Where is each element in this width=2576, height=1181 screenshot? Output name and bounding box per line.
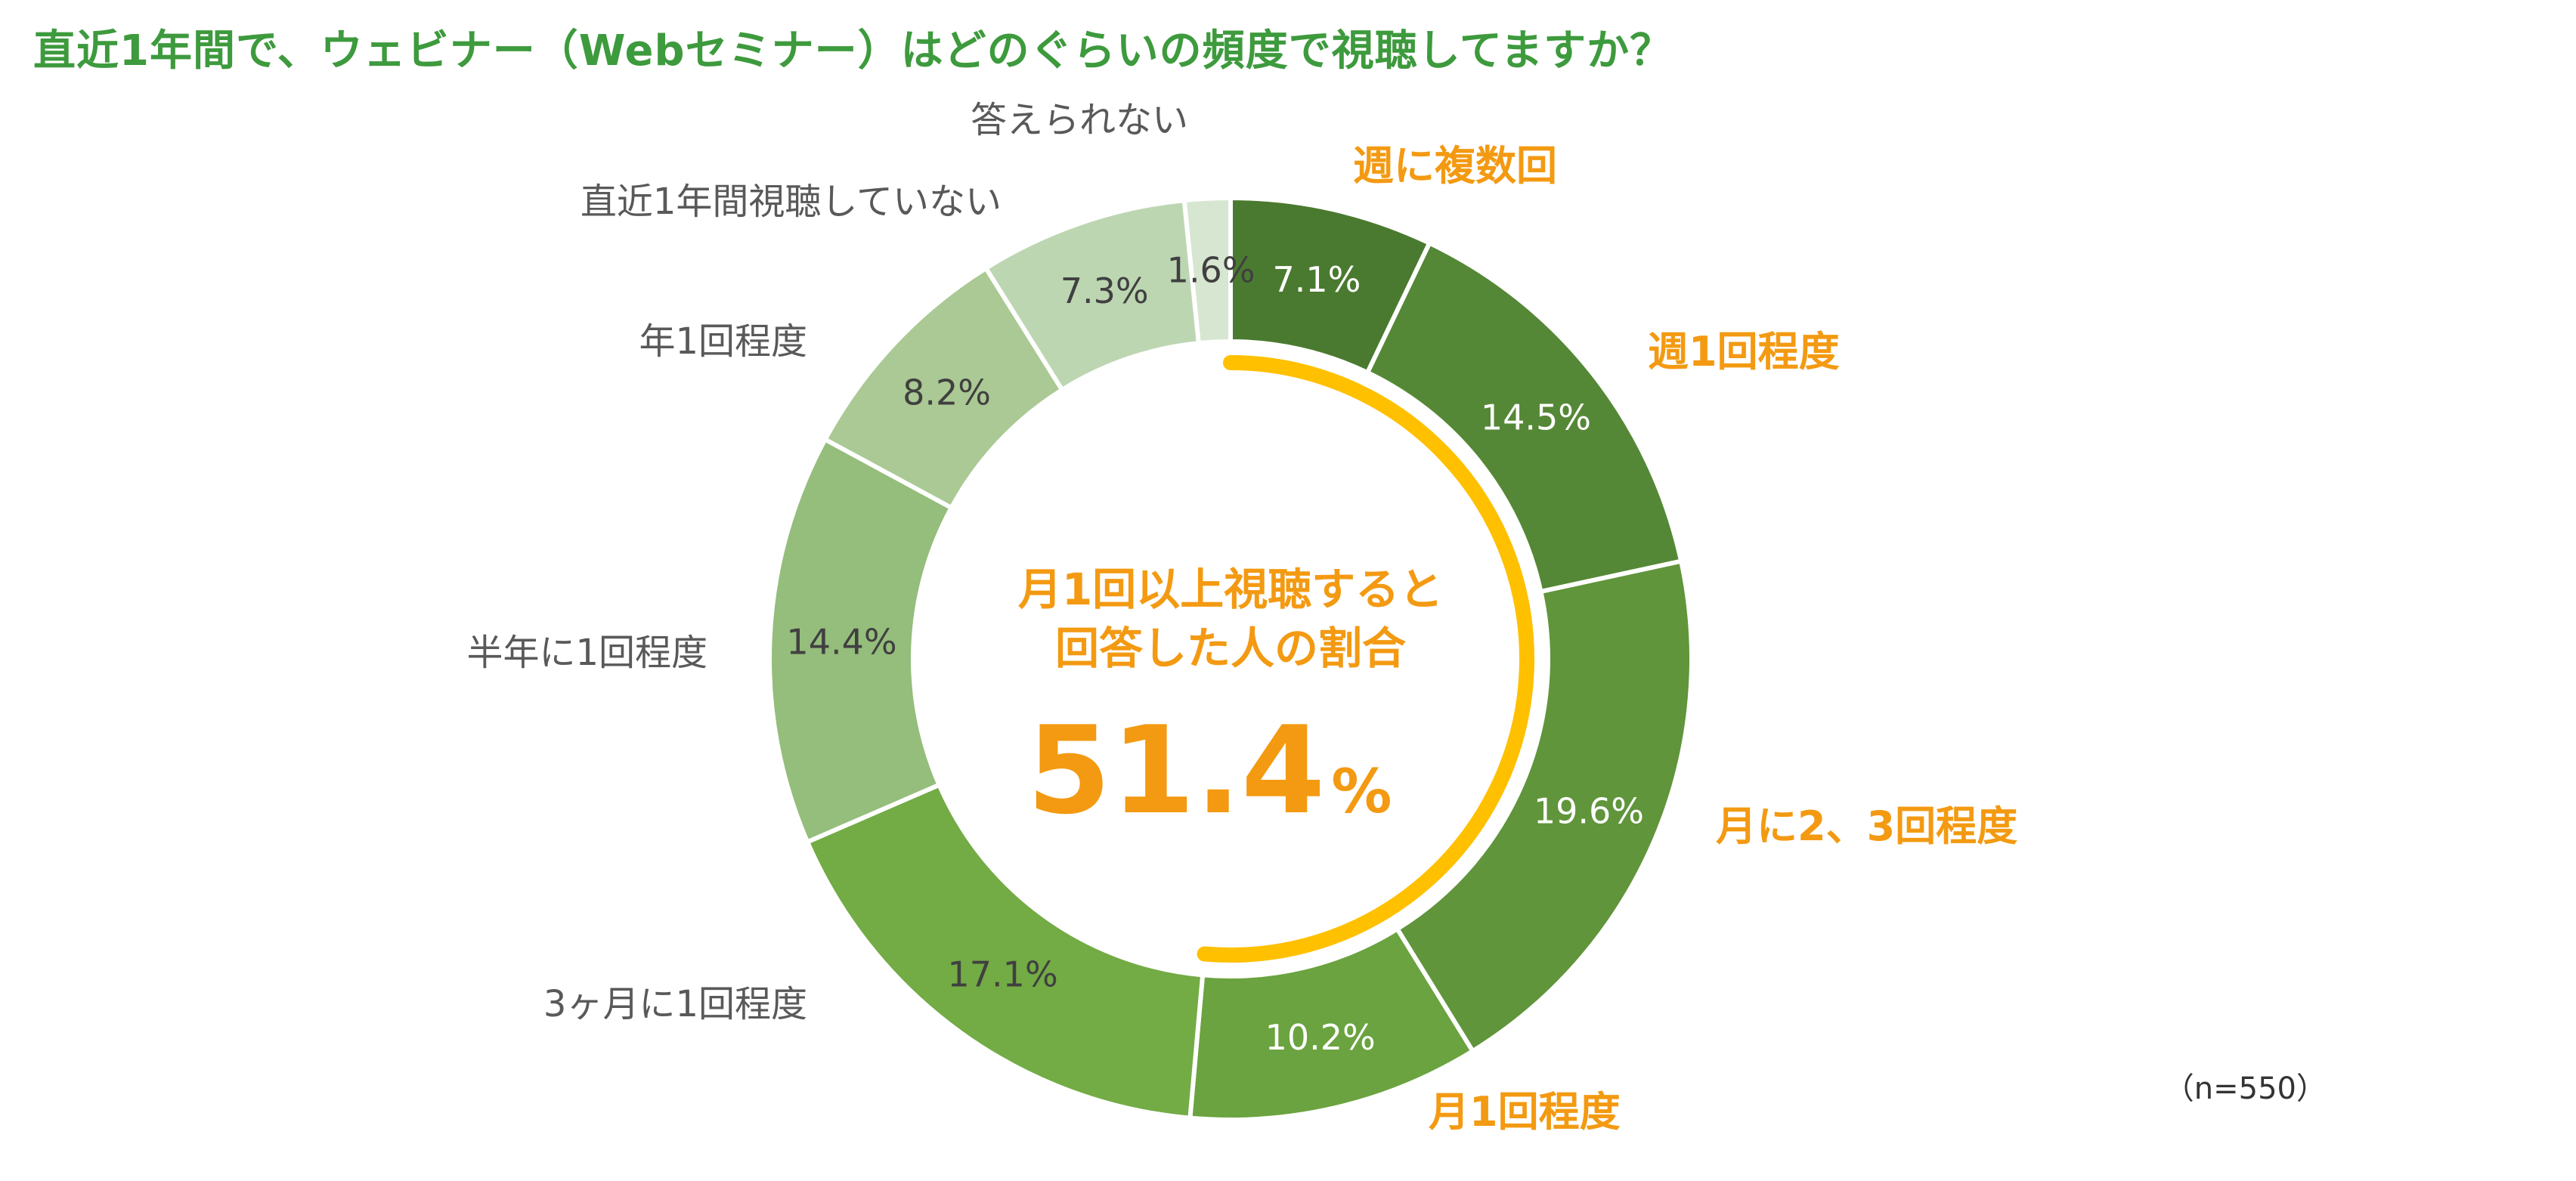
value-label-1: 14.5% [1481,397,1591,438]
center-percentage: 51.4% [1027,700,1392,841]
center-unit: % [1331,756,1392,827]
sample-size: （n=550） [2163,1071,2327,1106]
category-label-0: 週に複数回 [1353,142,1557,190]
value-label-3: 10.2% [1265,1017,1376,1058]
donut-slices [767,195,1694,1122]
category-label-5: 半年に1回程度 [466,632,707,674]
center-text: 月1回以上視聴すると 回答した人の割合 51.4% [1018,564,1443,841]
center-line-2: 回答した人の割合 [1055,623,1406,674]
category-label-1: 週1回程度 [1648,328,1840,376]
value-label-6: 8.2% [903,372,991,413]
center-line-1: 月1回以上視聴すると [1018,564,1443,615]
slice-1 [1364,240,1684,595]
value-label-4: 17.1% [948,954,1058,995]
highlight-arc [1197,355,1534,963]
value-label-8: 1.6% [1167,250,1255,291]
category-label-4: 3ヶ月に1回程度 [543,983,807,1025]
slice-2 [1394,558,1694,1055]
category-label-7: 直近1年間視聴していない [581,181,1002,223]
slice-4 [804,781,1206,1121]
category-label-6: 年1回程度 [639,320,807,363]
value-label-0: 7.1% [1272,259,1361,300]
category-label-8: 答えられない [971,99,1188,141]
center-value: 51.4 [1027,700,1326,841]
chart-title: 直近1年間で、ウェビナー（Webセミナー）はどのぐらいの頻度で視聴してますか？ [33,26,1673,76]
slice-8 [1181,195,1233,346]
category-label-3: 月1回程度 [1429,1088,1621,1136]
value-labels: 7.1% 14.5% 19.6% 10.2% 17.1% 14.4% 8.2% 7.3% 1.6… [786,250,1644,1058]
value-label-7: 7.3% [1060,271,1149,311]
value-label-2: 19.6% [1534,791,1644,832]
category-label-2: 月に2、3回程度 [1716,802,2017,850]
value-label-5: 14.4% [786,621,896,662]
